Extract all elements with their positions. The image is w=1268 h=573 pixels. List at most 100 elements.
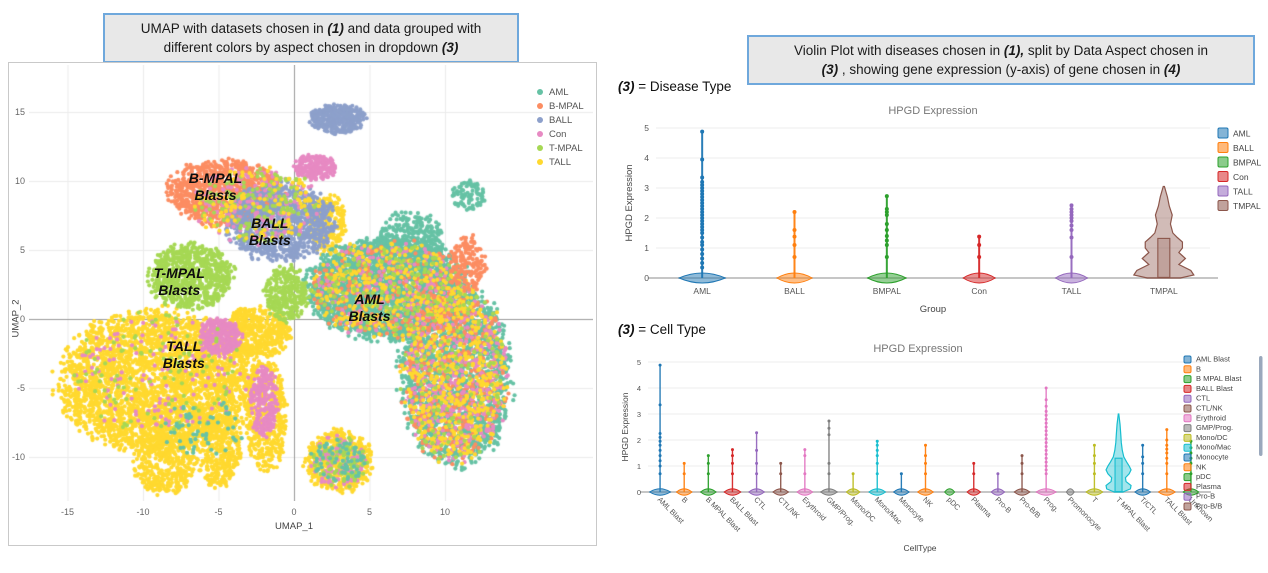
legend-item-mono-dc[interactable]: Mono/DC xyxy=(1183,433,1228,442)
legend-item-plasma[interactable]: Plasma xyxy=(1183,482,1222,491)
violin-point xyxy=(1044,413,1048,417)
legend-dot-icon xyxy=(537,145,543,151)
chart-title: HPGD Expression xyxy=(873,343,962,355)
legend-item-nk[interactable]: NK xyxy=(1183,462,1206,472)
text-segment: (4) xyxy=(1163,62,1181,78)
legend-item-ball[interactable]: BALL xyxy=(1217,142,1254,154)
legend-item-aml-blast[interactable]: AML Blast xyxy=(1183,355,1231,364)
y-tick-label: 5 xyxy=(644,123,649,133)
violin-pro-b[interactable] xyxy=(990,472,1006,496)
violin-point xyxy=(1020,472,1024,476)
violin-aml[interactable] xyxy=(677,129,727,284)
legend-swatch-icon xyxy=(1183,424,1192,433)
umap-legend-item-ball[interactable]: BALL xyxy=(537,113,584,127)
umap-legend-item-tall[interactable]: TALL xyxy=(537,155,584,169)
violin-point xyxy=(1044,409,1048,413)
legend-item-ctl-nk[interactable]: CTL/NK xyxy=(1183,404,1223,413)
violin-pro-b-b[interactable] xyxy=(1013,454,1031,496)
violin-t-ctl[interactable] xyxy=(1134,443,1152,496)
violin-point xyxy=(682,461,686,465)
legend-swatch-icon xyxy=(1183,463,1192,472)
violin-tall-blast[interactable] xyxy=(1157,428,1176,496)
violin-tmpal[interactable] xyxy=(1132,185,1195,279)
legend-item-erythroid[interactable]: Erythroid xyxy=(1183,413,1226,423)
legend-item-aml[interactable]: AML xyxy=(1217,127,1251,139)
violin-ctl[interactable] xyxy=(748,431,766,496)
legend-label: TALL xyxy=(1233,187,1253,197)
violin-point xyxy=(700,225,705,229)
legend-item-b[interactable]: B xyxy=(1183,364,1201,374)
legend-swatch-icon xyxy=(1183,394,1192,403)
violin-t[interactable] xyxy=(1085,443,1104,496)
violin-mono-mac[interactable] xyxy=(868,439,887,496)
violin-point xyxy=(700,231,705,235)
violin-promonocyte[interactable] xyxy=(1065,488,1075,496)
umap-legend-item-t-mpal[interactable]: T-MPAL xyxy=(537,141,584,155)
violin-point xyxy=(1044,404,1048,408)
violin-point xyxy=(1165,472,1169,476)
violin-monocyte[interactable] xyxy=(892,472,910,496)
legend-item-mono-mac[interactable]: Mono/Mac xyxy=(1183,443,1231,452)
umap-legend-item-b-mpal[interactable]: B-MPAL xyxy=(537,99,584,113)
legend-item-gmp-prog-[interactable]: GMP/Prog. xyxy=(1183,423,1233,433)
violin-con[interactable] xyxy=(962,234,997,284)
violin-erythroid[interactable] xyxy=(796,448,814,496)
violin-point xyxy=(658,432,662,435)
violin-pdc[interactable] xyxy=(944,488,956,496)
violin-point xyxy=(700,256,705,261)
legend-item-pdc[interactable]: pDC xyxy=(1183,472,1212,482)
legend-label: B xyxy=(1196,364,1201,373)
legend-item-b-mpal-blast[interactable]: B MPAL Blast xyxy=(1183,374,1242,383)
legend-swatch-icon xyxy=(1217,127,1229,139)
legend-item-monocyte[interactable]: Monocyte xyxy=(1183,453,1229,462)
violin-prog-[interactable] xyxy=(1035,386,1057,496)
violin-point xyxy=(1069,203,1074,208)
violin-point xyxy=(977,255,982,259)
legend-item-pro-b-b[interactable]: Pro-B/B xyxy=(1183,502,1222,511)
umap-scatter-canvas[interactable] xyxy=(29,65,593,501)
legend-swatch-icon xyxy=(1217,156,1229,168)
legend-item-tall[interactable]: TALL xyxy=(1217,185,1253,197)
violin-b[interactable] xyxy=(675,461,693,496)
legend-label: AML Blast xyxy=(1196,355,1231,364)
legend-item-con[interactable]: Con xyxy=(1217,171,1249,183)
section-label-disease-type: (3) = Disease Type xyxy=(618,79,731,94)
umap-legend-item-con[interactable]: Con xyxy=(537,127,584,141)
violin-nk[interactable] xyxy=(917,443,934,496)
violin-t-mpal-blast[interactable] xyxy=(1105,413,1132,493)
violin-tall[interactable] xyxy=(1054,203,1089,284)
y-tick-label: 2 xyxy=(644,213,649,223)
violin-point xyxy=(792,234,797,239)
violin-ball[interactable] xyxy=(775,210,814,284)
violin-point xyxy=(1044,441,1048,445)
legend-item-ball-blast[interactable]: BALL Blast xyxy=(1183,384,1234,393)
x-tick-label: TMPAL xyxy=(1150,286,1178,296)
x-tick-label: TALL xyxy=(1062,286,1082,296)
legend-item-ctl[interactable]: CTL xyxy=(1183,394,1210,403)
y-tick-label: 4 xyxy=(637,384,641,393)
violin-base xyxy=(892,488,910,496)
legend-item-tmpal[interactable]: TMPAL xyxy=(1217,200,1261,212)
violin-ball-blast[interactable] xyxy=(723,448,742,496)
violin-point xyxy=(875,443,879,447)
legend-item-bmpal[interactable]: BMPAL xyxy=(1217,156,1261,168)
violin-plot-celltype[interactable]: 0 1 2 3 4 5 HPGD Expression CellType HPGD Expres… xyxy=(618,340,1268,573)
y-tick-label: 3 xyxy=(637,410,641,419)
violin-ctl-nk[interactable] xyxy=(772,461,790,496)
violin-mono-dc[interactable] xyxy=(845,472,861,496)
text-segment: (1), xyxy=(1003,43,1025,58)
umap-legend-item-aml[interactable]: AML xyxy=(537,85,584,99)
x-tick-label: BALL xyxy=(784,286,805,296)
violin-bmpal[interactable] xyxy=(866,194,908,284)
legend-item-pro-b[interactable]: Pro-B xyxy=(1183,492,1215,501)
legend-label: Mono/DC xyxy=(1196,433,1228,442)
violin-gmp-prog-[interactable] xyxy=(819,419,839,496)
violin-aml-blast[interactable] xyxy=(648,363,672,496)
violin-b-mpal-blast[interactable] xyxy=(699,454,717,496)
violin-plot-disease[interactable]: 0 1 2 3 4 5 HPGD Expression Group HPGD Expressio… xyxy=(618,98,1268,324)
legend-scrollbar[interactable] xyxy=(1259,356,1263,456)
violin-point xyxy=(851,472,855,476)
x-tick-label: Pro-B/B xyxy=(1018,495,1043,520)
violin-plasma[interactable] xyxy=(966,461,982,496)
legend-label: BALL xyxy=(1233,143,1254,153)
